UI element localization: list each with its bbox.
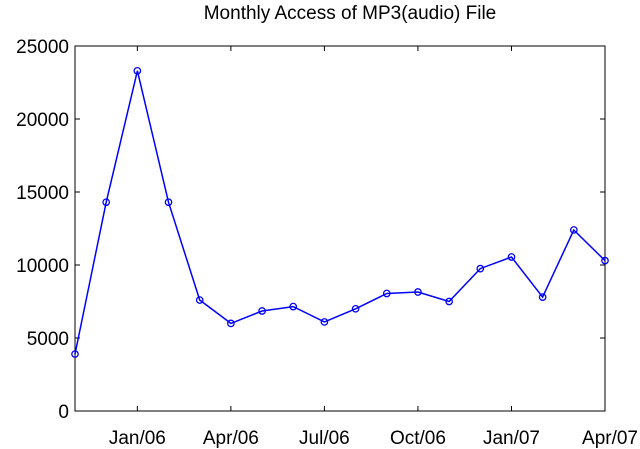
y-tick-label: 10000 [16, 256, 69, 277]
x-axis: Jan/06 Apr/06 Jul/06 Oct/06 Jan/07 Apr/07 [109, 46, 638, 449]
data-point-marker [164, 198, 173, 207]
data-point-marker [71, 350, 79, 358]
y-tick-label: 5000 [27, 329, 69, 350]
x-tick-label: Apr/06 [203, 428, 259, 449]
data-point-marker [414, 288, 422, 296]
data-point-marker [507, 253, 516, 261]
data-point-marker [445, 297, 453, 306]
series-polyline [74, 70, 606, 355]
data-point-marker [289, 302, 298, 311]
chart-title: Monthly Access of MP3(audio) File [204, 3, 497, 24]
data-point-marker [102, 198, 111, 207]
x-tick-label: Jul/06 [299, 428, 350, 449]
x-tick-label: Jan/07 [483, 428, 540, 449]
data-point-marker [601, 256, 609, 265]
x-tick-label: Jan/06 [109, 428, 166, 449]
data-point-marker [382, 289, 391, 298]
data-point-marker [351, 304, 360, 313]
data-point-marker [227, 319, 235, 328]
data-point-marker [195, 296, 204, 304]
y-tick-label: 25000 [16, 37, 69, 58]
y-axis: 0 5000 10000 15000 20000 25000 [16, 37, 605, 423]
x-tick-label: Apr/07 [582, 428, 638, 449]
data-point-marker [476, 264, 485, 273]
y-tick-label: 20000 [16, 110, 69, 131]
data-point-marker [538, 293, 547, 301]
x-tick-label: Oct/06 [390, 428, 446, 449]
series-line [71, 66, 609, 358]
y-tick-label: 0 [58, 402, 69, 423]
data-point-marker [569, 226, 578, 234]
y-tick-label: 15000 [16, 183, 69, 204]
plot-area-frame [74, 45, 606, 412]
data-point-marker [258, 307, 266, 315]
data-point-marker [320, 318, 329, 326]
data-point-marker [133, 66, 142, 75]
